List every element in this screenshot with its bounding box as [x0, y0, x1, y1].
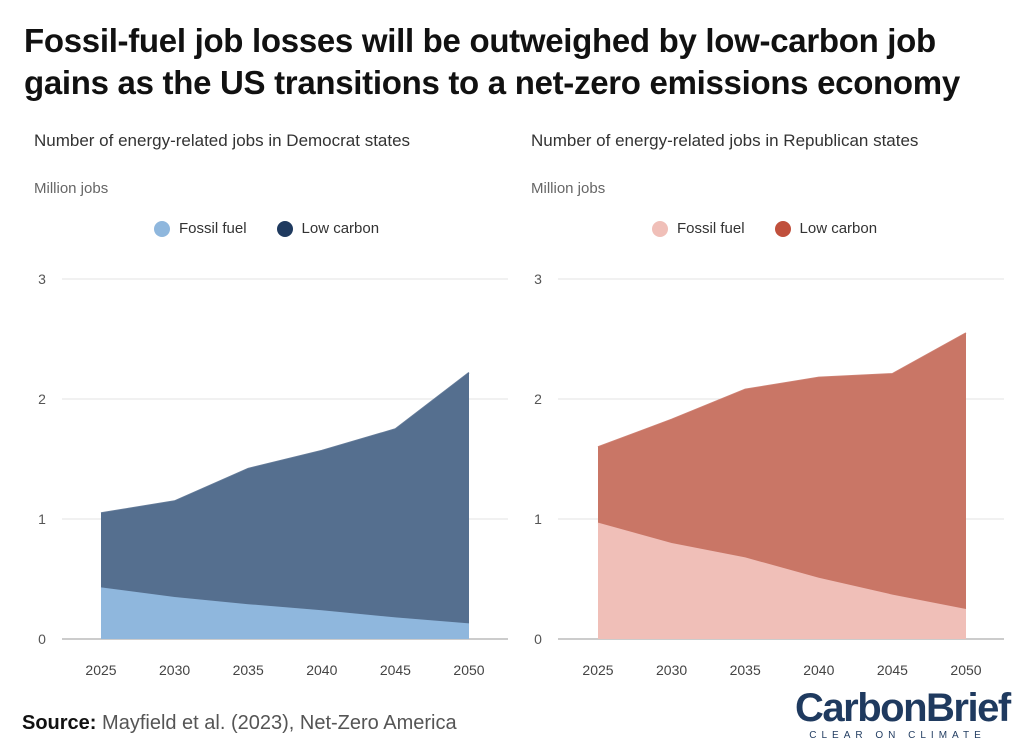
left-legend-item-lowcarbon: Low carbon	[276, 220, 380, 237]
left-ytick-3: 3	[38, 271, 46, 287]
headline: Fossil-fuel job losses will be outweighe…	[24, 22, 960, 101]
right-legend: Fossil fuel Low carbon	[652, 220, 899, 237]
logo-brand: CarbonBrief	[795, 686, 1011, 730]
logo-tagline: CLEAR ON CLIMATE	[809, 730, 986, 741]
right-area-fossil-fuel	[598, 522, 966, 639]
left-ytick-2: 2	[38, 391, 46, 407]
right-ytick-0: 0	[534, 631, 542, 647]
left-ytick-0: 0	[38, 631, 46, 647]
left-xtick-2040: 2040	[306, 662, 337, 678]
left-ytick-1: 1	[38, 511, 46, 527]
left-xtick-2030: 2030	[159, 662, 190, 678]
right-legend-label-fossil: Fossil fuel	[677, 220, 745, 237]
left-chart-title: Number of energy-related jobs in Democra…	[34, 131, 411, 150]
left-area-fossil-fuel	[101, 587, 469, 639]
left-legend-label-fossil: Fossil fuel	[179, 220, 247, 237]
right-chart-title: Number of energy-related jobs in Republi…	[531, 131, 919, 150]
right-xtick-2045: 2045	[877, 662, 908, 678]
right-area-low-carbon	[598, 333, 966, 609]
left-legend-label-lowcarbon: Low carbon	[301, 220, 380, 237]
left-legend-swatch-lowcarbon	[276, 220, 293, 237]
left-xtick-2050: 2050	[453, 662, 484, 678]
left-legend-item-fossil: Fossil fuel	[154, 220, 247, 237]
left-area-low-carbon	[101, 372, 469, 624]
right-xtick-2050: 2050	[950, 662, 981, 678]
source-text: Mayfield et al. (2023), Net-Zero America	[102, 712, 457, 734]
left-chart-unit: Million jobs	[34, 180, 109, 197]
carbonbrief-logo: CarbonBrief CLEAR ON CLIMATE	[795, 686, 1011, 742]
right-legend-swatch-fossil	[652, 220, 668, 237]
right-legend-item-fossil: Fossil fuel	[652, 220, 745, 237]
right-xtick-2035: 2035	[730, 662, 761, 678]
right-xtick-2040: 2040	[803, 662, 834, 678]
right-legend-swatch-lowcarbon	[774, 220, 791, 237]
right-ytick-2: 2	[534, 391, 542, 407]
right-legend-item-lowcarbon: Low carbon	[774, 220, 878, 237]
left-xtick-2025: 2025	[85, 662, 116, 678]
right-ytick-3: 3	[534, 271, 542, 287]
right-xtick-2030: 2030	[656, 662, 687, 678]
left-line-low-carbon	[100, 372, 470, 514]
right-ytick-1: 1	[534, 511, 542, 527]
right-legend-label-lowcarbon: Low carbon	[799, 220, 878, 237]
left-legend-swatch-fossil	[154, 220, 170, 237]
left-xtick-2045: 2045	[380, 662, 411, 678]
right-line-low-carbon	[597, 332, 967, 448]
source-note: Source: Mayfield et al. (2023), Net-Zero…	[22, 712, 457, 735]
left-xtick-2035: 2035	[233, 662, 264, 678]
right-xtick-2025: 2025	[582, 662, 613, 678]
source-label: Source:	[22, 712, 97, 734]
right-chart-unit: Million jobs	[531, 180, 606, 197]
left-legend: Fossil fuel Low carbon	[154, 220, 401, 237]
